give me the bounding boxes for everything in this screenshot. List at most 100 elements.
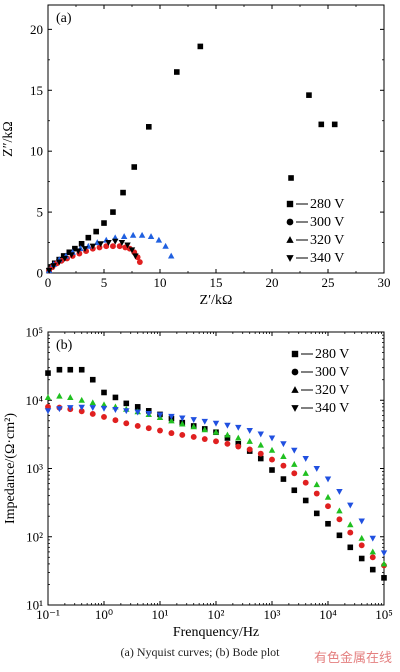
data-point xyxy=(302,456,309,462)
data-point xyxy=(280,453,287,460)
data-point xyxy=(45,268,53,274)
data-point xyxy=(56,392,63,399)
data-point xyxy=(112,407,119,413)
panel-label: (a) xyxy=(56,11,72,26)
x-axis-label: Z′/kΩ xyxy=(200,293,233,308)
data-point xyxy=(120,233,128,239)
legend-marker xyxy=(291,405,299,412)
legend-entry: 300 V xyxy=(315,365,349,380)
data-point xyxy=(81,246,89,252)
data-point xyxy=(213,438,219,445)
x-tick-label: 5 xyxy=(101,275,108,290)
y-tick-label: 10¹ xyxy=(26,598,43,613)
data-point xyxy=(157,427,163,434)
data-point xyxy=(162,242,169,249)
data-point xyxy=(72,245,78,252)
y-tick-label: 10⁵ xyxy=(25,325,43,340)
data-point xyxy=(93,228,99,235)
data-point xyxy=(325,520,331,527)
data-point xyxy=(347,544,354,551)
bode-panel: 10⁻¹ 10⁰ 10¹ 10² 10³ 10⁴ 10⁵ 10¹ 10² 10³ 10⁴ 10⁵ (b)… xyxy=(3,325,393,641)
data-point xyxy=(331,121,338,128)
data-point xyxy=(97,241,104,248)
data-point xyxy=(313,490,320,497)
x-tick-label: 30 xyxy=(378,275,391,290)
data-point xyxy=(123,420,130,427)
legend-marker xyxy=(286,236,294,243)
legend-entry: 320 V xyxy=(310,233,344,248)
data-point xyxy=(280,476,287,482)
y-tick-label: 20 xyxy=(30,22,43,37)
data-point xyxy=(257,455,264,462)
data-point xyxy=(103,243,110,250)
data-point xyxy=(369,535,376,542)
data-point xyxy=(336,507,343,514)
x-tick-label: 10⁻¹ xyxy=(36,607,60,622)
legend-entry: 320 V xyxy=(315,383,349,398)
data-point xyxy=(235,443,242,450)
data-point xyxy=(147,233,155,239)
series-300v xyxy=(46,243,143,274)
y-tick-label: 5 xyxy=(37,205,44,220)
data-point xyxy=(78,404,85,411)
x-tick-label: 10⁰ xyxy=(95,607,113,622)
data-point xyxy=(369,554,376,561)
data-point xyxy=(134,409,141,416)
legend-entry: 300 V xyxy=(310,215,344,230)
data-point xyxy=(325,503,331,510)
data-point xyxy=(131,164,138,170)
legend-marker xyxy=(286,255,294,262)
nyquist-panel: 0 5 10 15 20 25 30 0 5 10 15 20 (a) Z′/kΩ Z″/kΩ 280 V 30… xyxy=(1,4,391,308)
x-tick-label: 10² xyxy=(208,607,225,622)
data-point xyxy=(110,209,116,215)
data-point xyxy=(369,548,376,555)
data-point xyxy=(75,248,82,255)
data-point xyxy=(68,252,75,259)
data-point xyxy=(145,425,152,432)
y-tick-label: 10⁴ xyxy=(25,393,43,408)
data-point xyxy=(306,92,312,98)
data-point xyxy=(324,493,332,500)
data-point xyxy=(369,566,376,573)
data-point xyxy=(111,234,119,241)
data-point xyxy=(302,469,309,476)
data-point xyxy=(168,430,175,437)
data-point xyxy=(313,510,320,517)
data-point xyxy=(268,435,276,442)
y-tick-label: 10² xyxy=(26,529,43,544)
data-point xyxy=(134,423,141,429)
y-tick-label: 10³ xyxy=(26,461,43,476)
data-point xyxy=(85,234,92,241)
data-point xyxy=(201,426,208,433)
data-point xyxy=(78,396,85,403)
data-point xyxy=(358,534,365,541)
data-point xyxy=(100,401,108,408)
data-point xyxy=(347,502,354,509)
data-point xyxy=(190,423,197,430)
data-point xyxy=(61,255,69,262)
data-point xyxy=(190,434,197,440)
legend-entry: 280 V xyxy=(310,197,344,212)
data-point xyxy=(101,220,107,226)
data-point xyxy=(358,555,365,562)
x-tick-label: 25 xyxy=(322,275,335,290)
data-point xyxy=(269,456,275,463)
data-point xyxy=(78,408,85,415)
data-point xyxy=(224,435,231,441)
panel-label: (b) xyxy=(56,338,73,353)
data-point xyxy=(168,413,175,420)
data-point xyxy=(134,404,141,410)
data-point xyxy=(168,417,175,424)
legend-marker xyxy=(291,368,299,376)
x-tick-label: 10 xyxy=(154,275,167,290)
data-point xyxy=(235,424,242,431)
data-point xyxy=(89,376,96,383)
data-point xyxy=(246,437,253,444)
data-point xyxy=(132,253,139,260)
y-axis-label: Impedance/(Ω·cm²) xyxy=(3,413,18,524)
legend-marker xyxy=(291,386,299,393)
data-point xyxy=(324,476,332,483)
data-point xyxy=(174,69,180,75)
data-point xyxy=(67,366,74,373)
data-point xyxy=(101,389,107,396)
